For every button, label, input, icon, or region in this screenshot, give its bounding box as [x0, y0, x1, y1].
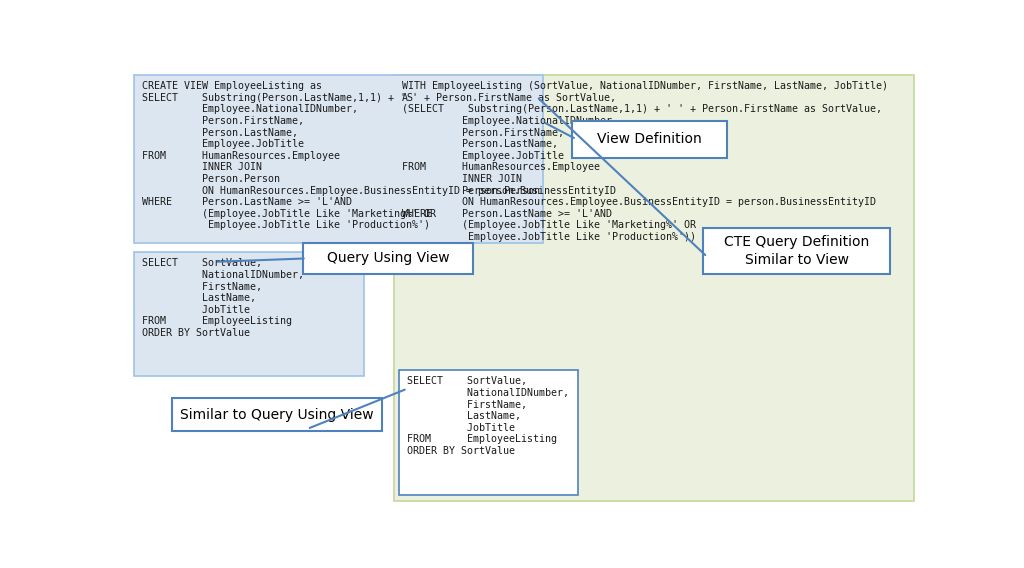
Text: WITH EmployeeListing (SortValue, NationalIDNumber, FirstName, LastName, JobTitle: WITH EmployeeListing (SortValue, Nationa… — [401, 81, 888, 242]
Text: SELECT    SortValue,
          NationalIDNumber,
          FirstName,
          : SELECT SortValue, NationalIDNumber, Firs… — [408, 377, 569, 456]
Text: CTE Query Definition
Similar to View: CTE Query Definition Similar to View — [724, 235, 869, 267]
FancyBboxPatch shape — [303, 243, 473, 274]
Text: Similar to Query Using View: Similar to Query Using View — [180, 408, 374, 422]
Text: View Definition: View Definition — [597, 132, 702, 146]
Text: CREATE VIEW EmployeeListing as
SELECT    Substring(Person.LastName,1,1) + ' ' + : CREATE VIEW EmployeeListing as SELECT Su… — [142, 81, 616, 231]
Text: Query Using View: Query Using View — [327, 252, 450, 265]
FancyBboxPatch shape — [394, 75, 913, 501]
FancyBboxPatch shape — [703, 228, 890, 274]
FancyBboxPatch shape — [572, 120, 727, 158]
FancyBboxPatch shape — [399, 370, 578, 495]
Text: SELECT    SortValue,
          NationalIDNumber,
          FirstName,
          : SELECT SortValue, NationalIDNumber, Firs… — [142, 258, 304, 338]
FancyBboxPatch shape — [134, 75, 543, 243]
FancyBboxPatch shape — [172, 398, 382, 431]
FancyBboxPatch shape — [134, 252, 365, 377]
